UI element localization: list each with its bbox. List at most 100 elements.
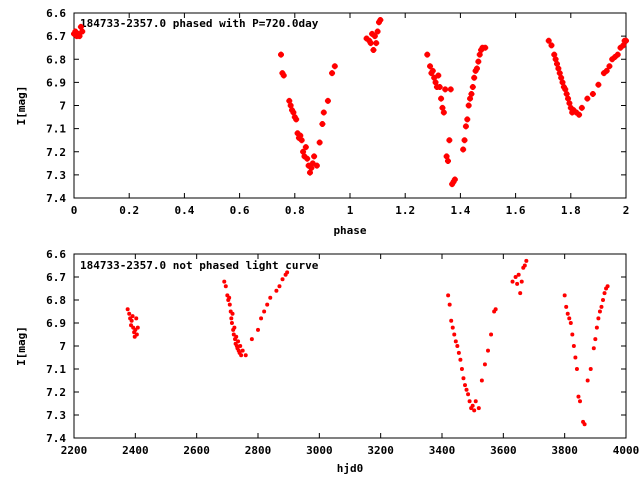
data-point: [609, 56, 616, 63]
unphased-x-axis-label: hjd0: [337, 462, 364, 475]
data-point: [562, 293, 567, 298]
data-point: [427, 63, 434, 70]
data-point: [617, 44, 624, 51]
unphased-plot-frame: [73, 253, 627, 439]
x-tick-label: 0.6: [230, 204, 250, 217]
data-point: [232, 325, 237, 330]
x-tick-label: 1.4: [450, 204, 470, 217]
data-point: [567, 104, 574, 111]
data-point: [274, 288, 279, 293]
data-point: [469, 84, 476, 90]
data-point: [567, 316, 572, 321]
data-point: [476, 406, 481, 411]
data-point: [309, 160, 316, 167]
data-point: [463, 383, 467, 388]
data-point: [578, 399, 582, 404]
data-point: [227, 302, 232, 307]
data-point: [591, 346, 596, 351]
data-point: [562, 86, 569, 93]
x-tick-label: 2800: [245, 444, 272, 457]
data-point: [72, 28, 79, 35]
data-point: [522, 263, 527, 268]
data-point: [584, 95, 591, 102]
y-tick-label: 7.2: [46, 146, 66, 159]
data-point: [574, 367, 579, 371]
data-point: [570, 107, 577, 114]
data-point: [311, 153, 318, 160]
data-point: [559, 79, 566, 86]
data-point: [565, 311, 570, 316]
data-point: [568, 321, 573, 325]
data-point: [424, 51, 431, 58]
data-point: [515, 281, 520, 286]
phased-plot-frame: [73, 12, 627, 199]
data-point: [262, 309, 267, 314]
x-tick-label: 3800: [551, 444, 578, 457]
y-tick-label: 7.2: [46, 386, 66, 399]
data-point: [486, 348, 490, 353]
data-point: [468, 90, 475, 97]
data-point: [470, 403, 475, 408]
data-point: [302, 144, 309, 151]
data-point: [429, 67, 436, 74]
data-point: [548, 42, 555, 49]
data-point: [316, 139, 323, 146]
data-point: [449, 318, 454, 323]
data-point: [479, 378, 484, 383]
data-point: [300, 148, 307, 155]
data-point: [473, 65, 480, 72]
y-tick-label: 6.8: [46, 294, 66, 307]
data-point: [614, 51, 621, 58]
data-point: [432, 79, 439, 86]
data-point: [76, 33, 83, 40]
data-point: [516, 272, 521, 277]
y-tick-label: 6.9: [46, 76, 66, 89]
data-point: [451, 176, 458, 183]
data-point: [573, 355, 578, 360]
data-point: [125, 307, 130, 312]
x-tick-label: 1.6: [506, 204, 526, 217]
data-point: [280, 277, 285, 282]
data-point: [589, 90, 596, 97]
y-tick-label: 7.1: [46, 363, 66, 376]
data-point: [134, 332, 139, 337]
data-point: [576, 394, 581, 399]
data-point: [519, 279, 524, 284]
x-tick-label: 3600: [490, 444, 517, 457]
data-point: [518, 291, 523, 296]
unphased-plot-title: 184733-2357.0 not phased light curve: [80, 259, 319, 272]
data-point: [286, 97, 293, 104]
data-point: [324, 97, 331, 104]
data-point: [285, 270, 290, 275]
x-tick-label: 2200: [61, 444, 88, 457]
x-tick-label: 2400: [122, 444, 149, 457]
data-point: [77, 23, 84, 30]
x-tick-label: 0.4: [174, 204, 194, 217]
data-point: [596, 316, 601, 321]
data-point: [227, 295, 232, 300]
y-tick-label: 7.3: [46, 169, 66, 182]
y-tick-label: 7: [59, 100, 66, 113]
x-tick-label: 3000: [306, 444, 333, 457]
data-point: [135, 325, 140, 330]
data-point: [297, 132, 304, 139]
data-point: [331, 63, 338, 70]
x-tick-label: 0: [71, 204, 78, 217]
data-point: [130, 314, 135, 319]
data-point: [290, 109, 297, 116]
data-point: [611, 53, 618, 60]
data-point: [256, 327, 260, 332]
phased-data-points: [71, 16, 629, 188]
x-tick-label: 1.2: [395, 204, 415, 217]
data-point: [594, 325, 599, 330]
data-point: [268, 295, 273, 300]
data-point: [240, 348, 245, 353]
data-point: [435, 72, 442, 79]
data-point: [465, 102, 472, 109]
phased-plot-title: 184733-2357.0 phased with P=720.0day: [80, 17, 319, 30]
unphased-data-points: [125, 258, 610, 427]
data-point: [466, 392, 471, 397]
data-point: [79, 28, 86, 35]
data-point: [456, 350, 461, 355]
data-point: [467, 399, 472, 404]
